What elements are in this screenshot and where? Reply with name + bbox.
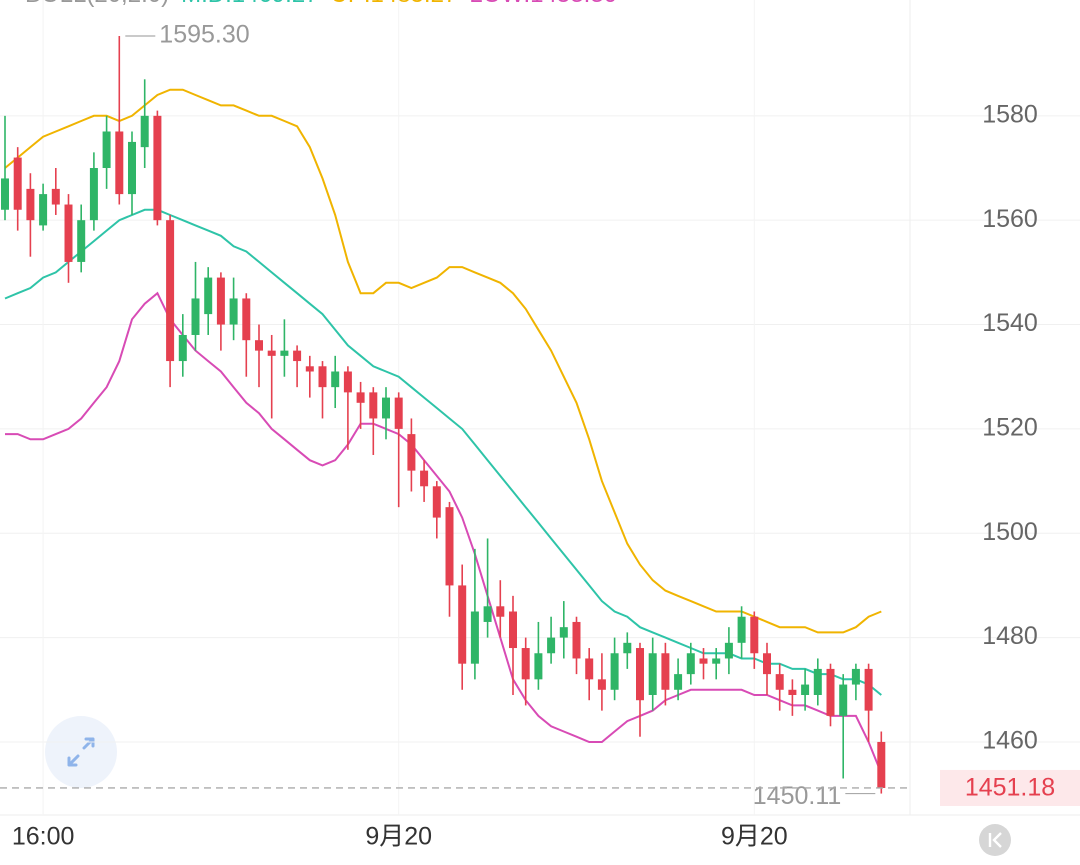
candle-body [229,298,238,325]
candle-body [648,653,657,695]
candle-body [775,674,784,690]
zoom-button-bg [45,716,117,788]
candle-body [483,606,492,622]
candle-body [191,298,200,335]
candle-body [458,585,467,664]
candle-body [128,141,136,195]
candle-body [420,470,429,487]
candle-body [64,204,73,262]
scroll-latest-icon [988,832,1002,848]
candle-body [623,642,632,654]
candle-body [89,168,98,221]
zoom-button[interactable] [45,716,117,788]
zoom-icon [67,737,95,767]
candle-body [432,486,441,518]
scroll-latest-button[interactable] [979,824,1011,856]
y-tick-label: 1520 [982,414,1038,442]
candle-body [394,397,403,429]
candle-body [724,642,733,659]
candle-body [610,653,619,690]
candle-body [496,606,505,617]
candle-body [788,689,797,695]
candle-body [356,392,365,403]
candle-body [521,648,530,680]
y-tick-label: 1500 [982,518,1038,546]
candle-body [813,668,822,695]
candle-body [534,653,543,680]
candle-body [737,616,746,643]
candle-body [826,668,835,716]
indicator-value: BOLL(20,2.0) [25,0,169,8]
candle-body [26,188,35,221]
candle-body [343,371,352,393]
x-tick-label: 9月20 [365,823,432,851]
candle-body [166,220,175,362]
candle-body [801,684,810,695]
candle-body [470,611,479,664]
x-tick-label: 9月20 [721,823,788,851]
candle-body [597,679,606,690]
candle-body [305,366,314,372]
y-tick-label: 1580 [982,100,1038,128]
indicator-header: BOLL(20,2.0) MID:1469.27 UP:1485.27 LOW:145… [25,0,617,8]
candle-body [509,611,517,649]
band-line [4,208,882,696]
candle-body [280,350,289,356]
y-tick-label: 1480 [982,622,1038,650]
candle-body [750,616,759,654]
candle-body [77,220,86,262]
candle-body [839,684,848,716]
candle-body [13,157,22,210]
candle-body [674,674,683,690]
band-line [4,88,882,634]
candle-body [686,653,695,675]
candle-body [559,627,568,638]
indicator-value: UP:1485.27 [331,0,458,8]
candle-body [547,637,556,654]
candle-body [242,298,251,341]
candle-body [407,434,416,471]
candle-body [712,658,721,664]
indicator-value: MID:1469.27 [181,0,318,8]
candle-body [51,188,60,205]
candle-body [153,115,162,221]
candle-body [178,334,187,362]
candle-body [331,371,340,388]
candle-body [382,397,390,419]
low-marker-label: 1450.11 [753,782,842,810]
candle-body [661,653,670,690]
candle-body [115,131,124,195]
high-marker-label: 1595.30 [159,21,249,49]
candle-body [699,658,708,664]
candle-body [864,668,873,711]
candle-body [39,194,48,226]
candle-body [763,653,771,675]
candle-body [204,277,213,315]
candle-body [293,350,302,362]
candle-body [636,648,644,701]
candle-body [255,340,263,351]
x-tick-label: 16:00 [12,823,75,851]
last-price-tag [940,769,1080,806]
y-tick-label: 1560 [982,205,1038,233]
candle-body [1,178,9,210]
band-line [5,291,883,774]
candle-body [267,350,276,356]
candle-body [851,668,860,685]
candle-body [216,277,225,325]
indicator-value: LOW:1453.30 [469,0,617,8]
candle-body [585,658,594,680]
candle-body [318,366,327,388]
candle-body [102,131,111,169]
candle-body [445,507,454,586]
candle-body [877,741,886,788]
candle-body [140,115,149,148]
last-price-label: 1451.18 [965,774,1055,802]
y-tick-label: 1460 [982,727,1038,755]
candle-body [369,392,378,419]
candle-body [572,621,581,659]
y-tick-label: 1540 [982,309,1038,337]
